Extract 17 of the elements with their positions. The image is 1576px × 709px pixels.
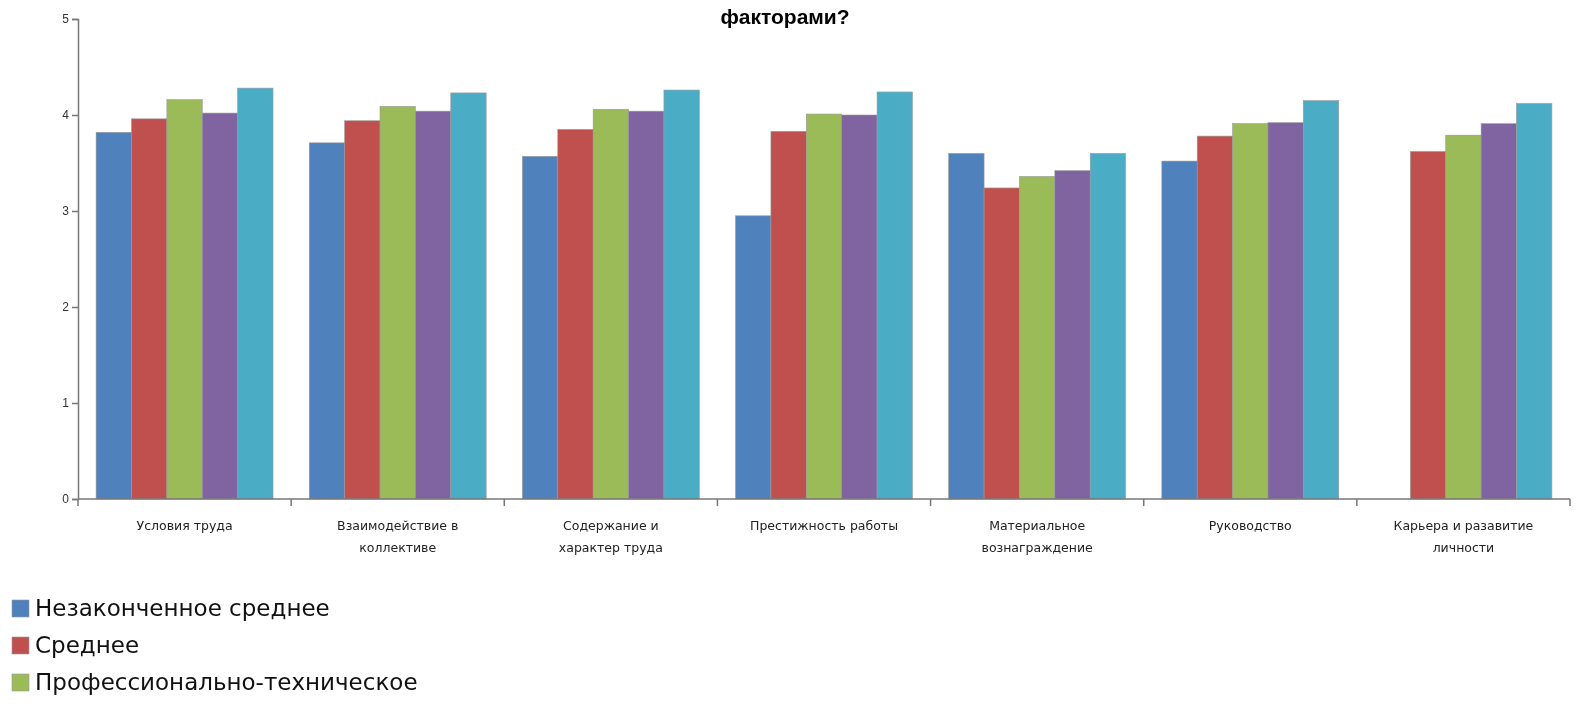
y-tick-label: 0 <box>62 492 70 507</box>
y-tick-label: 5 <box>62 12 70 27</box>
x-tick-label: Содержание и характер труда <box>558 518 663 555</box>
legend-label: Среднее <box>35 632 140 658</box>
y-tick-label: 3 <box>62 204 70 219</box>
x-tick-label: Руководство <box>1208 518 1292 533</box>
x-tick-label: Материальное вознаграждение <box>981 518 1094 555</box>
x-tick-label: Престижность работы <box>750 518 898 533</box>
legend-label: Профессионально-техническое <box>35 669 418 695</box>
x-tick-label: Условия труда <box>136 518 233 533</box>
y-tick-label: 4 <box>62 108 70 123</box>
x-tick-label: Взаимодействие в коллективе <box>337 518 459 555</box>
x-tick-label: Карьера и разавитие личности <box>1393 518 1534 555</box>
chart-title: факторами? <box>720 5 850 28</box>
y-tick-label: 1 <box>62 396 70 411</box>
legend-label: Незаконченное среднее <box>35 595 330 621</box>
y-tick-label: 2 <box>62 300 70 315</box>
